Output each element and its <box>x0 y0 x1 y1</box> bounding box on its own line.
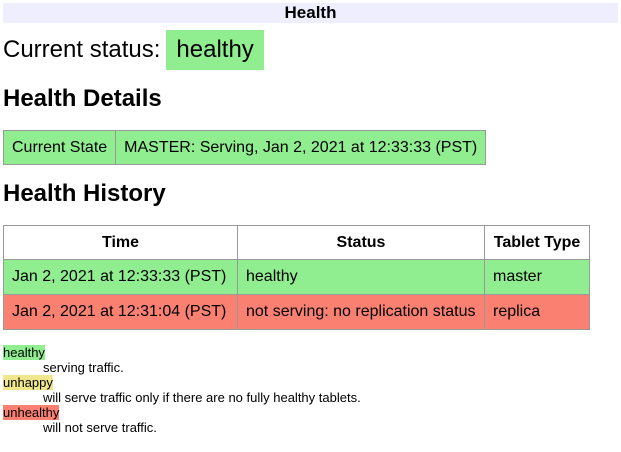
legend-term: unhealthy <box>3 405 60 420</box>
page-header: Health <box>3 3 618 23</box>
column-header-time: Time <box>3 225 238 260</box>
cell-time: Jan 2, 2021 at 12:33:33 (PST) <box>3 259 238 295</box>
cell-status: healthy <box>237 259 485 295</box>
cell-time: Jan 2, 2021 at 12:31:04 (PST) <box>3 294 238 330</box>
health-details-heading: Health Details <box>3 85 162 112</box>
legend-desc: will serve traffic only if there are no … <box>43 390 361 405</box>
cell-tablet-type: master <box>484 259 590 295</box>
status-badge: healthy <box>166 30 264 70</box>
health-history-heading: Health History <box>3 180 166 207</box>
status-legend: healthy serving traffic. unhappy will se… <box>3 345 618 435</box>
column-header-status: Status <box>237 225 485 260</box>
table-header-row: Time Status Tablet Type <box>3 225 590 260</box>
cell-tablet-type: replica <box>484 294 590 330</box>
details-value: MASTER: Serving, Jan 2, 2021 at 12:33:33… <box>115 130 487 165</box>
table-row: Jan 2, 2021 at 12:31:04 (PST) not servin… <box>3 294 590 330</box>
health-history-table: Time Status Tablet Type Jan 2, 2021 at 1… <box>3 225 590 330</box>
legend-term: unhappy <box>3 375 53 390</box>
current-status-label: Current status: <box>3 36 161 63</box>
details-key: Current State <box>2 130 117 165</box>
legend-desc: will not serve traffic. <box>43 420 157 435</box>
table-row: Jan 2, 2021 at 12:33:33 (PST) healthy ma… <box>3 259 590 295</box>
legend-term: healthy <box>3 345 45 360</box>
table-row: Current State MASTER: Serving, Jan 2, 20… <box>2 130 487 165</box>
current-status: Current status: healthy <box>3 30 618 70</box>
health-details-table: Current State MASTER: Serving, Jan 2, 20… <box>2 130 487 165</box>
cell-status: not serving: no replication status <box>237 294 485 330</box>
column-header-tablet-type: Tablet Type <box>484 225 590 260</box>
legend-desc: serving traffic. <box>43 360 124 375</box>
